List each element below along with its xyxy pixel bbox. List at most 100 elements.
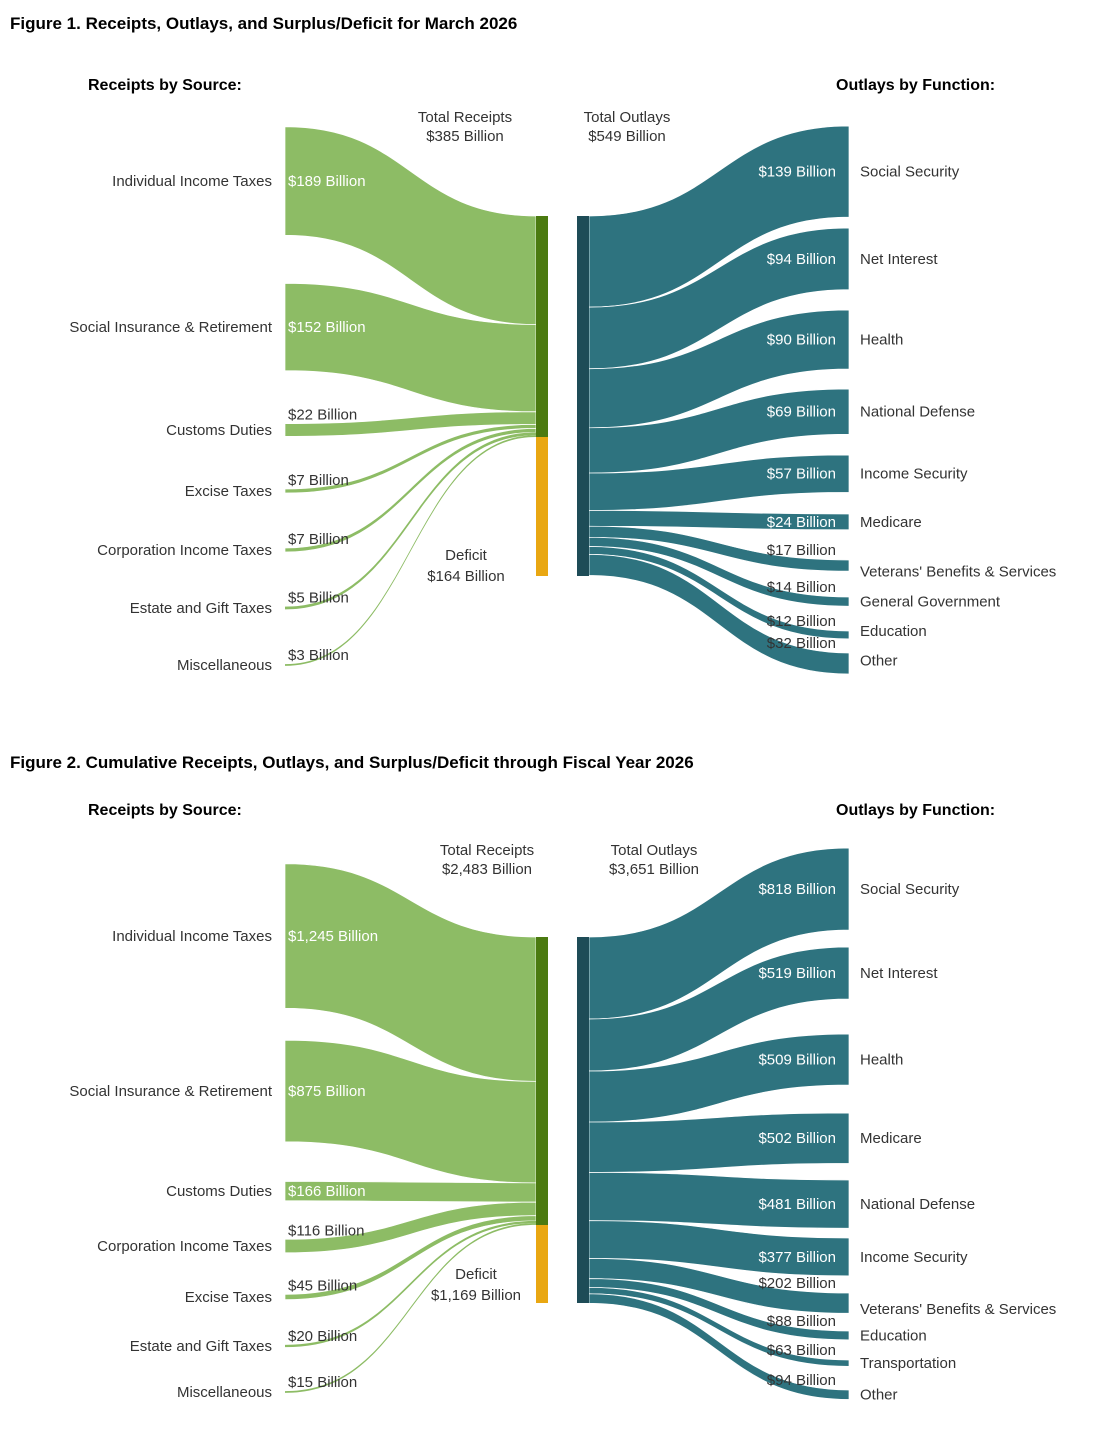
fig2-source-value-miscellaneous: $15 Billion xyxy=(288,1374,357,1391)
fig2-flow-national-defense xyxy=(588,1172,850,1229)
fig1-flow-other xyxy=(588,554,850,675)
fig1-source-label-social-insurance-retirement: Social Insurance & Retirement xyxy=(69,319,272,336)
fig2-source-label-corporation-income-taxes: Corporation Income Taxes xyxy=(97,1238,272,1255)
figure-2-outlays-header: Outlays by Function: xyxy=(836,802,996,819)
fig2-flow-estate-and-gift-taxes xyxy=(285,1220,536,1348)
fig1-total-outlays-bar xyxy=(577,216,589,576)
fig2-source-label-individual-income-taxes: Individual Income Taxes xyxy=(112,928,272,945)
fig2-total-outlays-bar xyxy=(577,937,589,1303)
total-outlays-title: Total Outlays xyxy=(583,109,671,126)
fig1-target-value-education: $12 Billion xyxy=(767,613,836,630)
fig2-source-value-corporation-income-taxes: $116 Billion xyxy=(288,1222,364,1239)
fig2-target-value-health: $509 Billion xyxy=(758,1052,836,1069)
figure-1-title: Figure 1. Receipts, Outlays, and Surplus… xyxy=(10,14,518,33)
fig1-flow-general-government xyxy=(588,536,850,607)
fig1-target-label-health: Health xyxy=(860,332,903,349)
deficit-value: $164 Billion xyxy=(427,568,505,585)
figure-1-deficit-label: Deficit $164 Billion xyxy=(386,545,546,587)
fig2-target-value-other: $94 Billion xyxy=(767,1372,836,1389)
fig2-target-value-education: $88 Billion xyxy=(767,1313,836,1330)
fig2-target-value-national-defense: $481 Billion xyxy=(758,1196,836,1213)
figure-1-total-outlays: Total Outlays $549 Billion xyxy=(547,108,707,146)
fig1-deficit-bar xyxy=(536,437,548,576)
fig1-source-label-estate-and-gift-taxes: Estate and Gift Taxes xyxy=(130,600,272,617)
fig2-source-value-estate-and-gift-taxes: $20 Billion xyxy=(288,1328,357,1345)
fig2-sankey: Individual Income Taxes $1,245 Billion Soc… xyxy=(69,847,1056,1404)
fig2-source-value-individual-income-taxes: $1,245 Billion xyxy=(288,928,378,945)
fig2-target-label-health: Health xyxy=(860,1052,903,1069)
fig2-flow-health xyxy=(588,1033,850,1123)
fig1-source-label-customs-duties: Customs Duties xyxy=(166,422,272,439)
fig2-source-value-excise-taxes: $45 Billion xyxy=(288,1277,357,1294)
fig1-source-value-estate-and-gift-taxes: $5 Billion xyxy=(288,590,349,607)
fig1-flow-income-security xyxy=(588,454,850,511)
fig1-target-label-education: Education xyxy=(860,623,927,640)
fig1-source-value-customs-duties: $22 Billion xyxy=(288,407,357,424)
fig1-flow-national-defense xyxy=(588,388,850,474)
fig2-target-label-veterans-benefits-services: Veterans' Benefits & Services xyxy=(860,1301,1056,1318)
fig2-flow-social-security xyxy=(588,847,850,1020)
fig2-source-value-customs-duties: $166 Billion xyxy=(288,1183,366,1200)
fig2-source-label-excise-taxes: Excise Taxes xyxy=(185,1289,272,1306)
fig1-target-value-other: $32 Billion xyxy=(767,635,836,652)
fig1-target-value-health: $90 Billion xyxy=(767,332,836,349)
fig2-source-label-customs-duties: Customs Duties xyxy=(166,1183,272,1200)
fig2-target-value-medicare: $502 Billion xyxy=(758,1130,836,1147)
deficit-title: Deficit xyxy=(455,1266,497,1283)
fig2-flow-medicare xyxy=(588,1112,850,1173)
fig2-total-receipts-bar xyxy=(536,937,548,1225)
fig1-flow-education xyxy=(588,546,850,640)
figure-2-total-receipts: Total Receipts $2,483 Billion xyxy=(407,841,567,879)
figure-1-outlays-header: Outlays by Function: xyxy=(836,77,996,94)
fig2-flow-miscellaneous xyxy=(285,1223,536,1393)
fig1-source-value-social-insurance-retirement: $152 Billion xyxy=(288,319,366,336)
fig2-target-label-social-security: Social Security xyxy=(860,881,960,898)
figure-2-title: Figure 2. Cumulative Receipts, Outlays, … xyxy=(10,753,694,772)
fig2-target-value-veterans-benefits-services: $202 Billion xyxy=(758,1275,836,1292)
fig1-target-label-national-defense: National Defense xyxy=(860,404,975,421)
fig2-target-label-net-interest: Net Interest xyxy=(860,965,938,982)
fig1-source-value-miscellaneous: $3 Billion xyxy=(288,647,349,664)
fig1-target-value-general-government: $14 Billion xyxy=(767,579,836,596)
fig2-deficit-bar xyxy=(536,1225,548,1303)
fig1-source-value-corporation-income-taxes: $7 Billion xyxy=(288,531,349,548)
total-outlays-title: Total Outlays xyxy=(610,842,698,859)
fig2-target-value-net-interest: $519 Billion xyxy=(758,965,836,982)
fig1-flow-estate-and-gift-taxes xyxy=(285,432,536,610)
fig1-flow-medicare xyxy=(588,510,850,531)
total-receipts-value: $385 Billion xyxy=(426,128,504,145)
total-outlays-value: $3,651 Billion xyxy=(608,861,700,878)
fig2-target-value-income-security: $377 Billion xyxy=(758,1249,836,1266)
fig1-target-label-general-government: General Government xyxy=(860,594,1001,611)
fig1-flow-social-security xyxy=(588,125,850,308)
fig1-source-label-excise-taxes: Excise Taxes xyxy=(185,483,272,500)
figure-2-receipts-header: Receipts by Source: xyxy=(88,802,242,819)
fig2-source-label-estate-and-gift-taxes: Estate and Gift Taxes xyxy=(130,1338,272,1355)
fig2-target-label-income-security: Income Security xyxy=(860,1249,968,1266)
fig2-target-label-national-defense: National Defense xyxy=(860,1196,975,1213)
fig1-target-label-veterans-benefits-services: Veterans' Benefits & Services xyxy=(860,564,1056,581)
fig2-flow-income-security xyxy=(588,1220,850,1277)
deficit-title: Deficit xyxy=(445,547,487,564)
fig2-target-label-education: Education xyxy=(860,1327,927,1344)
total-receipts-value: $2,483 Billion xyxy=(441,861,533,878)
deficit-value: $1,169 Billion xyxy=(430,1287,522,1304)
figure-1-total-receipts: Total Receipts $385 Billion xyxy=(385,108,545,146)
total-receipts-title: Total Receipts xyxy=(417,109,513,126)
fig1-flow-veterans-benefits-services xyxy=(588,525,850,572)
fig1-target-label-medicare: Medicare xyxy=(860,514,922,531)
fig1-source-value-excise-taxes: $7 Billion xyxy=(288,472,349,489)
fig2-flow-transportation xyxy=(588,1287,850,1367)
fig2-target-label-transportation: Transportation xyxy=(860,1355,956,1372)
fig1-source-label-individual-income-taxes: Individual Income Taxes xyxy=(112,173,272,190)
fig1-target-value-social-security: $139 Billion xyxy=(758,164,836,181)
fig2-source-value-social-insurance-retirement: $875 Billion xyxy=(288,1083,366,1100)
fig1-flow-miscellaneous xyxy=(285,435,536,666)
fig1-source-label-miscellaneous: Miscellaneous xyxy=(177,657,272,674)
fig2-flow-veterans-benefits-services xyxy=(588,1258,850,1314)
fig1-target-value-national-defense: $69 Billion xyxy=(767,404,836,421)
fig2-flow-other xyxy=(588,1293,850,1400)
fig1-sankey: Individual Income Taxes $189 Billion Socia… xyxy=(69,125,1056,675)
total-receipts-title: Total Receipts xyxy=(439,842,535,859)
